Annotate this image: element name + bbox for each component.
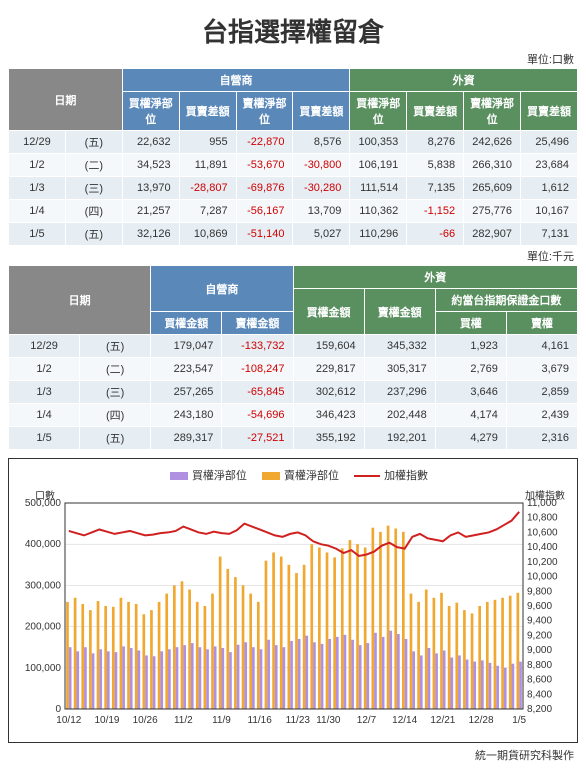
legend-index-label: 加權指數	[384, 470, 428, 482]
svg-text:10,400: 10,400	[527, 542, 558, 553]
table-row: 1/4(四)21,2577,287-56,16713,709110,362-1,…	[9, 200, 578, 223]
page-title: 台指選擇權留倉	[8, 12, 578, 49]
svg-text:10,200: 10,200	[527, 557, 558, 568]
table-row: 1/4(四)243,180-54,696346,423202,4484,1742…	[9, 404, 578, 427]
legend-index-swatch	[354, 475, 380, 477]
svg-text:1/5: 1/5	[512, 715, 526, 726]
footer-credit: 統一期貨研究科製作	[12, 747, 574, 763]
unit-label-2: 單位:千元	[12, 248, 574, 264]
svg-text:10,800: 10,800	[527, 513, 558, 524]
chart-container: 買權淨部位 賣權淨部位 加權指數 0 100,000 200,000 300,000 4…	[8, 458, 578, 743]
svg-text:9,600: 9,600	[527, 601, 552, 612]
svg-text:口數: 口數	[35, 489, 55, 502]
svg-text:9,000: 9,000	[527, 645, 552, 656]
svg-text:12/21: 12/21	[430, 715, 455, 726]
legend-put-swatch	[262, 472, 280, 480]
svg-text:0: 0	[55, 704, 61, 715]
svg-text:200,000: 200,000	[25, 622, 62, 633]
svg-text:10/26: 10/26	[133, 715, 158, 726]
table-row: 12/29(五)22,632955-22,8708,576100,3538,27…	[9, 131, 578, 154]
svg-text:10/12: 10/12	[56, 715, 81, 726]
svg-text:300,000: 300,000	[25, 580, 62, 591]
svg-text:11/23: 11/23	[286, 715, 311, 726]
legend-put-label: 賣權淨部位	[284, 470, 339, 482]
chart-svg: 0100,000200,000300,000400,000500,0008,20…	[13, 487, 571, 737]
svg-text:8,200: 8,200	[527, 704, 552, 715]
svg-text:100,000: 100,000	[25, 663, 62, 674]
svg-text:10/19: 10/19	[94, 715, 119, 726]
svg-text:11/2: 11/2	[174, 715, 193, 726]
table-row: 1/5(五)289,317-27,521355,192192,2014,2792…	[9, 427, 578, 450]
table-amounts: 日期 自營商 外資 買權金額賣權金額 約當台指期保證金口數 買權金額賣權金額 買…	[8, 265, 578, 450]
svg-text:加權指數: 加權指數	[525, 489, 565, 502]
svg-text:9,200: 9,200	[527, 630, 552, 641]
svg-text:10,600: 10,600	[527, 527, 558, 538]
table-row: 1/3(三)13,970-28,807-69,876-30,280111,514…	[9, 177, 578, 200]
legend-call-swatch	[170, 472, 188, 480]
svg-text:11/30: 11/30	[316, 715, 341, 726]
svg-text:11/9: 11/9	[212, 715, 231, 726]
svg-text:9,800: 9,800	[527, 586, 552, 597]
table-row: 1/3(三)257,265-65,845302,612237,2963,6462…	[9, 381, 578, 404]
table-row: 1/2(二)223,547-108,247229,817305,3172,769…	[9, 358, 578, 381]
svg-text:10,000: 10,000	[527, 572, 558, 583]
svg-text:400,000: 400,000	[25, 539, 62, 550]
svg-text:8,600: 8,600	[527, 675, 552, 686]
table-row: 1/5(五)32,12610,869-51,1405,027110,296-66…	[9, 223, 578, 246]
svg-text:11/16: 11/16	[248, 715, 273, 726]
table-row: 12/29(五)179,047-133,732159,604345,3321,9…	[9, 335, 578, 358]
legend-call-label: 買權淨部位	[192, 470, 247, 482]
svg-text:9,400: 9,400	[527, 616, 552, 627]
svg-text:8,400: 8,400	[527, 689, 552, 700]
chart-legend: 買權淨部位 賣權淨部位 加權指數	[13, 467, 573, 483]
svg-text:12/28: 12/28	[469, 715, 494, 726]
unit-label-1: 單位:口數	[12, 51, 574, 67]
table-row: 1/2(二)34,52311,891-53,670-30,800106,1915…	[9, 154, 578, 177]
svg-text:8,800: 8,800	[527, 660, 552, 671]
table-positions: 日期 自營商外資 買權淨部位買賣差額賣權淨部位買賣差額買權淨部位買賣差額賣權淨部…	[8, 68, 578, 246]
svg-text:12/14: 12/14	[392, 715, 417, 726]
svg-text:12/7: 12/7	[357, 715, 377, 726]
